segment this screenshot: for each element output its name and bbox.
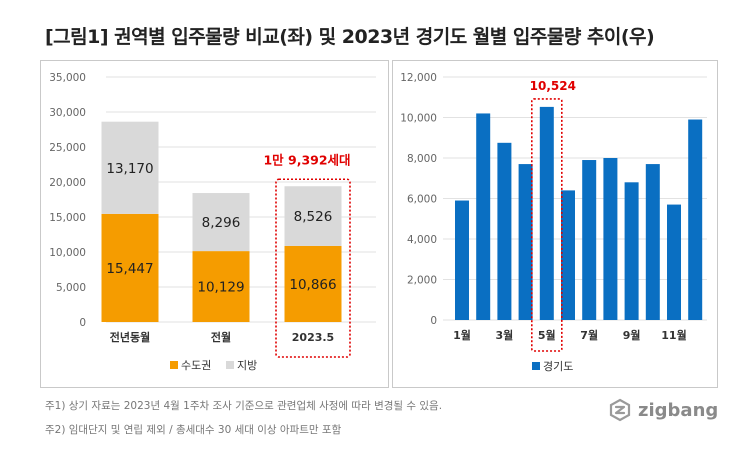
highlight-box (531, 98, 563, 352)
bar-month (497, 142, 512, 320)
bar-month (518, 164, 533, 320)
data-label-local: 8,526 (294, 209, 333, 225)
logo-text: zigbang (638, 399, 719, 421)
bar-month (582, 160, 597, 320)
bar-month (667, 204, 681, 320)
bar-month (476, 113, 491, 320)
y-tick-label: 25,000 (49, 142, 86, 154)
bar-metro (192, 251, 250, 322)
bar-month (455, 200, 469, 320)
y-tick-label: 10,000 (49, 247, 86, 259)
total-annotation: 1만 9,392세대 (263, 152, 350, 167)
x-tick-label: 11월 (661, 328, 686, 342)
x-tick-label: 9월 (623, 328, 641, 342)
y-tick-label: 35,000 (49, 72, 86, 84)
y-tick-label: 2,000 (407, 275, 437, 287)
bar-month (688, 119, 703, 321)
data-label-local: 8,296 (202, 215, 241, 231)
y-tick-label: 30,000 (49, 107, 86, 119)
regional-supply-chart: 0 5,000 10,000 15,000 20,000 25,000 30,000 35,0… (49, 72, 376, 372)
bar-month (624, 182, 639, 320)
highlight-box (275, 178, 351, 358)
y-tick-label: 6,000 (407, 194, 437, 206)
y-tick-label: 10,000 (400, 113, 437, 125)
x-tick-label: 1월 (453, 328, 471, 342)
bar-local (101, 121, 159, 214)
y-tick-label: 12,000 (400, 72, 437, 84)
x-tick-label: 7월 (580, 328, 598, 342)
gyeonggi-monthly-chart: 0 2,000 4,000 6,000 8,000 10,000 12,000 1월 3월 5월 7… (400, 72, 707, 373)
data-label-metro: 10,866 (289, 277, 336, 293)
bar-month (561, 190, 575, 320)
bar-month (645, 164, 660, 320)
bar-local (284, 186, 342, 246)
data-label-metro: 10,129 (197, 280, 244, 296)
y-tick-label: 8,000 (407, 153, 437, 165)
y-tick-label: 0 (79, 317, 86, 329)
y-tick-label: 15,000 (49, 212, 86, 224)
footnote-2: 주2) 임대단지 및 연립 제외 / 총세대수 30 세대 이상 아파트만 포함 (45, 424, 342, 436)
legend-swatch-metro (170, 361, 178, 369)
legend-label-gyeonggi: 경기도 (543, 360, 573, 373)
data-label-local: 13,170 (106, 161, 153, 177)
right-chart-panel: 0 2,000 4,000 6,000 8,000 10,000 12,000 1월 3월 5월 7… (392, 60, 718, 388)
x-tick-label: 3월 (496, 328, 514, 342)
footnote-1: 주1) 상기 자료는 2023년 4월 1주차 조사 기준으로 관련업체 사정에… (45, 400, 443, 412)
x-tick-label: 전년동월 (110, 330, 150, 344)
bar-month (539, 106, 554, 320)
y-tick-label: 20,000 (49, 177, 86, 189)
x-tick-label: 2023.5 (292, 331, 334, 344)
bar-metro (284, 245, 342, 322)
x-tick-label: 5월 (538, 328, 556, 342)
chart-title: [그림1] 권역별 입주물량 비교(좌) 및 2023년 경기도 월별 입주물량… (45, 26, 655, 48)
y-tick-label: 4,000 (407, 234, 437, 246)
left-chart-panel: 0 5,000 10,000 15,000 20,000 25,000 30,000 35,0… (40, 60, 389, 388)
zigbang-logo: zigbang (608, 398, 718, 422)
x-tick-label: 전월 (211, 330, 231, 344)
max-annotation: 10,524 (530, 79, 576, 93)
legend-label-local: 지방 (237, 359, 257, 372)
bar-local (192, 193, 250, 252)
y-tick-label: 0 (430, 315, 437, 327)
bar-metro (101, 213, 159, 322)
legend-swatch-local (226, 361, 234, 369)
data-label-metro: 15,447 (106, 261, 153, 277)
zigbang-logo-icon (609, 398, 631, 422)
bar-month (603, 158, 618, 320)
legend-label-metro: 수도권 (181, 359, 211, 372)
legend-swatch-gyeonggi (532, 362, 540, 370)
y-tick-label: 5,000 (56, 282, 86, 294)
